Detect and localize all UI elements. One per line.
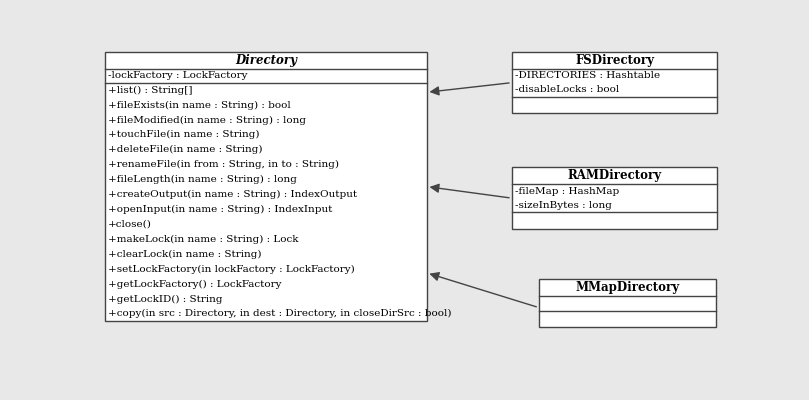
Text: Directory: Directory (235, 54, 297, 67)
Text: +getLockID() : String: +getLockID() : String (108, 294, 222, 304)
Text: FSDirectory: FSDirectory (575, 54, 654, 67)
Text: -disableLocks : bool: -disableLocks : bool (515, 85, 619, 94)
Text: +setLockFactory(in lockFactory : LockFactory): +setLockFactory(in lockFactory : LockFac… (108, 264, 355, 274)
Text: +deleteFile(in name : String): +deleteFile(in name : String) (108, 145, 263, 154)
Text: +fileModified(in name : String) : long: +fileModified(in name : String) : long (108, 115, 306, 124)
Text: +fileLength(in name : String) : long: +fileLength(in name : String) : long (108, 175, 297, 184)
Bar (512, 167, 718, 229)
Text: -fileMap : HashMap: -fileMap : HashMap (515, 187, 619, 196)
Text: +renameFile(in from : String, in to : String): +renameFile(in from : String, in to : St… (108, 160, 339, 169)
Text: +openInput(in name : String) : IndexInput: +openInput(in name : String) : IndexInpu… (108, 205, 332, 214)
Text: +touchFile(in name : String): +touchFile(in name : String) (108, 130, 260, 140)
Text: +close(): +close() (108, 220, 152, 229)
Bar (512, 52, 718, 114)
Text: -DIRECTORIES : Hashtable: -DIRECTORIES : Hashtable (515, 71, 660, 80)
Text: -lockFactory : LockFactory: -lockFactory : LockFactory (108, 71, 248, 80)
Bar (539, 279, 716, 327)
Bar (105, 52, 426, 321)
Text: RAMDirectory: RAMDirectory (567, 169, 662, 182)
Text: +copy(in src : Directory, in dest : Directory, in closeDirSrc : bool): +copy(in src : Directory, in dest : Dire… (108, 309, 451, 318)
Text: MMapDirectory: MMapDirectory (575, 281, 680, 294)
Text: +makeLock(in name : String) : Lock: +makeLock(in name : String) : Lock (108, 235, 299, 244)
Text: +list() : String[]: +list() : String[] (108, 86, 193, 95)
Text: +createOutput(in name : String) : IndexOutput: +createOutput(in name : String) : IndexO… (108, 190, 358, 199)
Text: +clearLock(in name : String): +clearLock(in name : String) (108, 250, 261, 259)
Text: -sizeInBytes : long: -sizeInBytes : long (515, 200, 612, 210)
Text: +getLockFactory() : LockFactory: +getLockFactory() : LockFactory (108, 280, 282, 289)
Text: +fileExists(in name : String) : bool: +fileExists(in name : String) : bool (108, 100, 291, 110)
